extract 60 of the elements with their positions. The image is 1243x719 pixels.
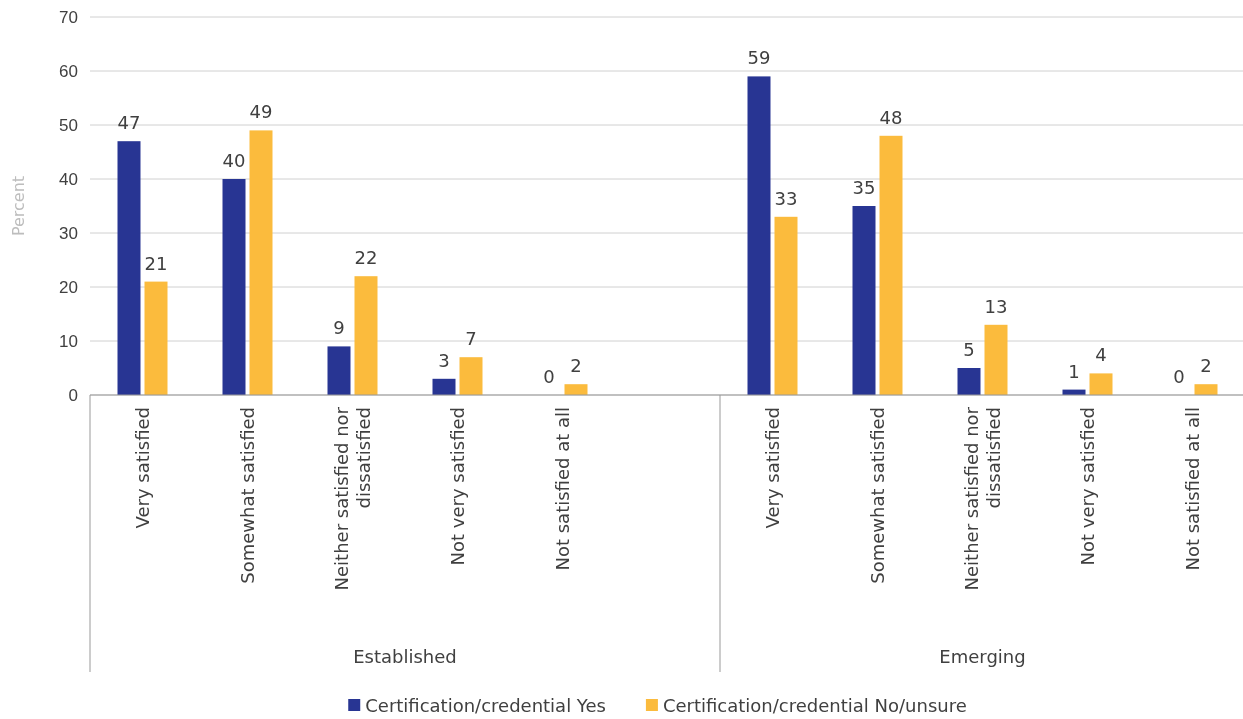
x-tick-label: Neither satisfied nor dissatisfied: [330, 406, 374, 591]
bar: [222, 179, 246, 395]
x-tick-label: Somewhat satisfied: [866, 407, 888, 584]
legend-label: Certification/credential Yes: [365, 695, 606, 716]
x-tick-label: Not satisfied at all: [551, 407, 573, 571]
x-tick-label: Very satisfied: [761, 407, 783, 529]
data-label: 21: [144, 252, 168, 274]
bar: [459, 357, 483, 395]
bar: [144, 281, 168, 395]
bar: [747, 76, 771, 395]
data-label: 2: [570, 355, 582, 377]
y-tick-label: 30: [59, 223, 78, 243]
bar: [774, 216, 798, 395]
bar: [432, 378, 456, 395]
bar: [249, 130, 273, 395]
data-label: 9: [333, 317, 345, 339]
bar: [852, 206, 876, 395]
y-tick-label: 50: [59, 115, 78, 135]
data-label: 49: [249, 101, 273, 123]
text: Emerging: [939, 646, 1026, 667]
y-tick-label: 20: [59, 277, 78, 297]
bar: [354, 276, 378, 395]
legend-label: Certification/credential No/unsure: [662, 695, 967, 716]
y-tick-label: 10: [59, 331, 78, 351]
bar: [879, 135, 903, 395]
bar: [1089, 373, 1113, 395]
y-tick-label: 60: [59, 61, 78, 81]
y-tick-label: 0: [68, 385, 78, 405]
bar: [984, 324, 1008, 395]
x-tick-label: Not very satisfied: [446, 407, 468, 566]
y-tick-label: 40: [59, 169, 78, 189]
data-label: 35: [852, 177, 876, 198]
x-tick-label: Somewhat satisfied: [236, 407, 258, 584]
data-label: 47: [117, 112, 141, 134]
data-label: 7: [465, 328, 477, 350]
bar: [327, 346, 351, 395]
x-tick-label: Very satisfied: [131, 407, 153, 529]
x-tick-label: Not very satisfied: [1076, 407, 1098, 566]
data-label: 3: [438, 349, 450, 371]
data-label: 40: [222, 150, 246, 171]
data-label: 48: [879, 106, 903, 128]
x-tick-label: Neither satisfied nor dissatisfied: [960, 406, 1004, 591]
y-tick-label: 70: [59, 7, 78, 27]
y-axis-title: Percent: [9, 175, 28, 237]
bar: [564, 384, 588, 395]
text: Established: [353, 646, 457, 667]
data-label: 4: [1095, 344, 1107, 366]
data-label: 5: [963, 339, 975, 360]
bar: [957, 368, 981, 395]
bar: [1194, 384, 1218, 395]
data-label: 0: [1173, 366, 1185, 387]
data-label: 33: [774, 187, 798, 209]
data-label: 2: [1200, 355, 1212, 377]
data-label: 13: [984, 295, 1008, 317]
x-tick-label: Not satisfied at all: [1181, 407, 1203, 571]
data-label: 59: [747, 47, 771, 69]
bar: [117, 141, 141, 395]
data-label: 0: [543, 366, 555, 387]
data-label: 22: [354, 247, 378, 269]
data-label: 1: [1068, 360, 1080, 382]
